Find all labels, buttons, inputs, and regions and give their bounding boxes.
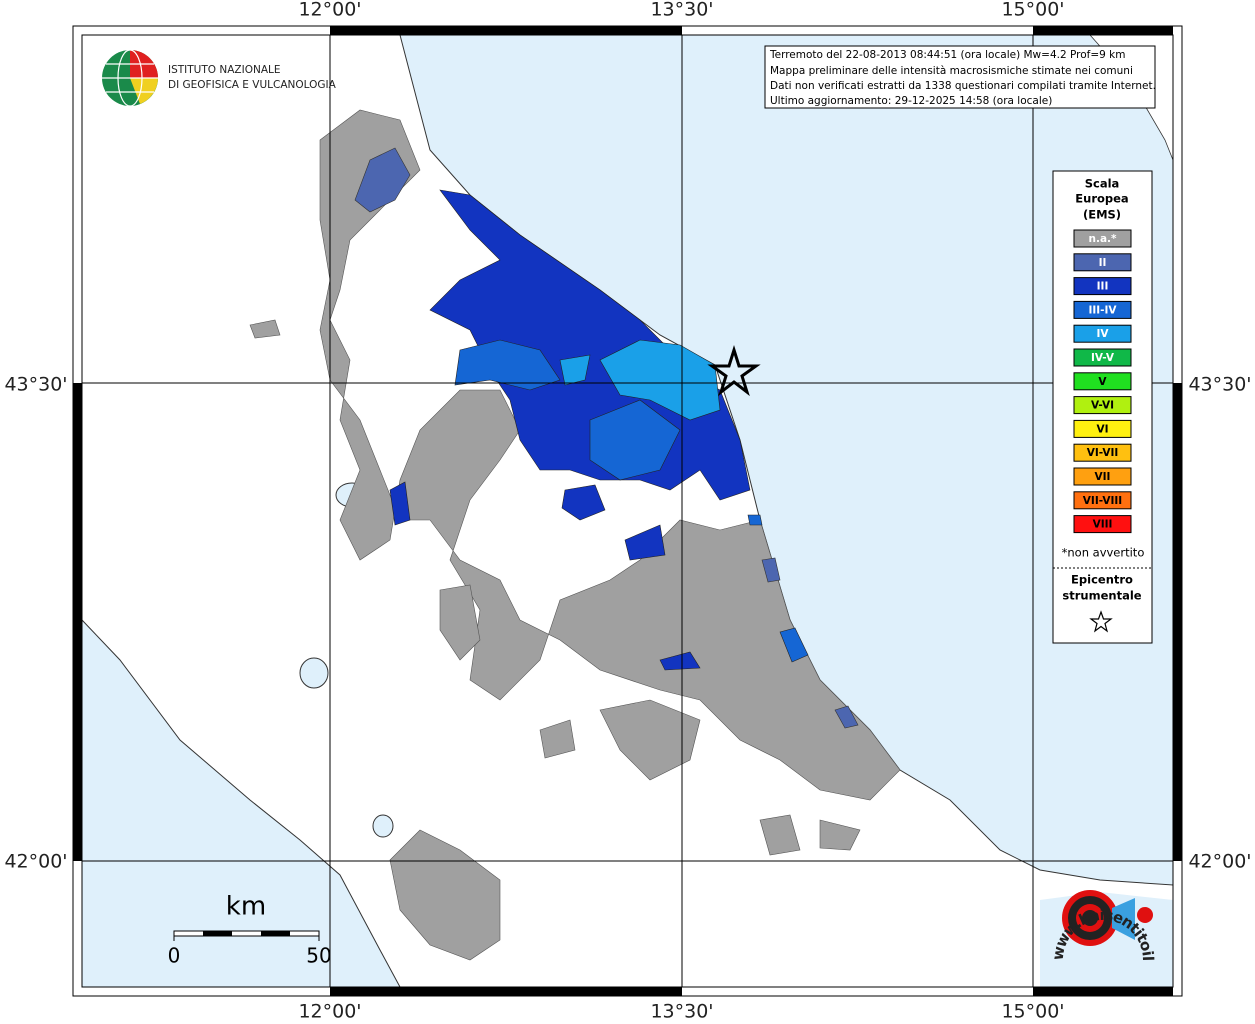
legend-title: (EMS) bbox=[1083, 208, 1121, 222]
legend-title: Scala bbox=[1085, 177, 1120, 191]
legend-swatch bbox=[1073, 491, 1132, 510]
legend-label: II bbox=[1099, 257, 1107, 269]
scale-start: 0 bbox=[168, 944, 181, 968]
info-line: Mappa preliminare delle intensità macros… bbox=[770, 65, 1133, 77]
top-label: 12°00' bbox=[298, 0, 361, 21]
legend-label: VI bbox=[1096, 423, 1108, 435]
legend-label: n.a.* bbox=[1088, 233, 1117, 245]
legend-label: V-VI bbox=[1091, 400, 1114, 412]
bottom-label: 13°30' bbox=[650, 1001, 713, 1023]
right-label: 42°00' bbox=[1188, 851, 1251, 873]
info-box: Terremoto del 22-08-2013 08:44:51 (ora l… bbox=[764, 45, 1156, 109]
legend-swatch bbox=[1073, 348, 1132, 367]
axis-labels: 12°00' 13°30' 15°00' 12°00' 13°30' 15°00… bbox=[4, 0, 1251, 1023]
epicenter-label: strumentale bbox=[1062, 589, 1141, 603]
logo-text: ISTITUTO NAZIONALE bbox=[168, 64, 281, 76]
epicenter-symbol bbox=[1089, 610, 1113, 633]
legend-swatch bbox=[1073, 253, 1132, 272]
bottom-label: 15°00' bbox=[1001, 1001, 1064, 1023]
legend-swatch bbox=[1073, 324, 1132, 343]
legend-swatch bbox=[1073, 277, 1132, 296]
legend-swatch bbox=[1073, 396, 1132, 415]
info-line: Terremoto del 22-08-2013 08:44:51 (ora l… bbox=[769, 49, 1125, 61]
info-line: Dati non verificati estratti da 1338 que… bbox=[770, 80, 1156, 92]
scale-unit: km bbox=[226, 892, 266, 922]
top-label: 13°30' bbox=[650, 0, 713, 21]
legend-label: VII bbox=[1095, 471, 1111, 483]
map-area bbox=[81, 34, 1174, 988]
legend-swatch bbox=[1073, 419, 1132, 438]
legend-swatch bbox=[1073, 467, 1132, 486]
legend-swatch bbox=[1073, 443, 1132, 462]
legend-swatch bbox=[1073, 372, 1132, 391]
scale-bar: km 0 50 bbox=[168, 892, 332, 968]
legend-swatch bbox=[1073, 515, 1132, 534]
legend-label: V bbox=[1098, 376, 1107, 388]
legend-label: III-IV bbox=[1088, 304, 1117, 316]
ingv-logo: ISTITUTO NAZIONALE DI GEOFISICA E VULCAN… bbox=[102, 49, 337, 107]
top-label: 15°00' bbox=[1001, 0, 1064, 21]
left-label: 42°00' bbox=[4, 851, 67, 873]
epicenter-label: Epicentro bbox=[1071, 573, 1133, 587]
legend-swatch bbox=[1073, 300, 1132, 319]
legend-swatch bbox=[1073, 229, 1132, 248]
legend-note: *non avvertito bbox=[1062, 546, 1145, 560]
legend-label: VII-VIII bbox=[1083, 495, 1122, 507]
legend: Scala Europea (EMS) *non avvertito Epice… bbox=[1052, 170, 1153, 644]
right-label: 43°30' bbox=[1188, 374, 1251, 396]
legend-title: Europea bbox=[1075, 192, 1128, 206]
legend-label: III bbox=[1097, 281, 1109, 293]
frame bbox=[72, 25, 1183, 997]
info-line: Ultimo aggiornamento: 29-12-2025 14:58 (… bbox=[770, 95, 1052, 107]
legend-label: IV-V bbox=[1091, 352, 1115, 364]
bottom-label: 12°00' bbox=[298, 1001, 361, 1023]
legend-label: VIII bbox=[1093, 519, 1113, 531]
legend-label: VI-VII bbox=[1087, 447, 1119, 459]
logo-text: DI GEOFISICA E VULCANOLOGIA bbox=[168, 79, 337, 91]
legend-label: IV bbox=[1096, 328, 1109, 340]
left-label: 43°30' bbox=[4, 374, 67, 396]
scale-end: 50 bbox=[306, 944, 331, 968]
